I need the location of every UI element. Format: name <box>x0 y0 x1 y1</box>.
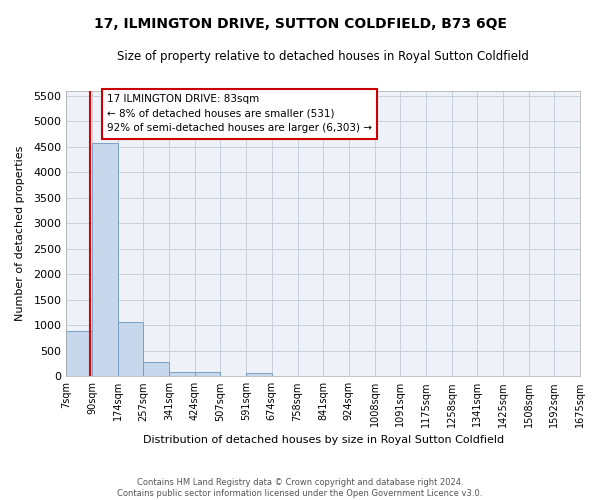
Bar <box>195 372 220 376</box>
Bar <box>67 332 92 376</box>
X-axis label: Distribution of detached houses by size in Royal Sutton Coldfield: Distribution of detached houses by size … <box>143 435 504 445</box>
Y-axis label: Number of detached properties: Number of detached properties <box>15 146 25 321</box>
Bar <box>92 143 118 376</box>
Text: Contains HM Land Registry data © Crown copyright and database right 2024.
Contai: Contains HM Land Registry data © Crown c… <box>118 478 482 498</box>
Bar <box>118 322 143 376</box>
Title: Size of property relative to detached houses in Royal Sutton Coldfield: Size of property relative to detached ho… <box>117 50 529 63</box>
Bar <box>143 362 169 376</box>
Bar <box>246 373 272 376</box>
Text: 17, ILMINGTON DRIVE, SUTTON COLDFIELD, B73 6QE: 17, ILMINGTON DRIVE, SUTTON COLDFIELD, B… <box>94 18 506 32</box>
Text: 17 ILMINGTON DRIVE: 83sqm
← 8% of detached houses are smaller (531)
92% of semi-: 17 ILMINGTON DRIVE: 83sqm ← 8% of detach… <box>107 94 372 134</box>
Bar <box>169 372 195 376</box>
